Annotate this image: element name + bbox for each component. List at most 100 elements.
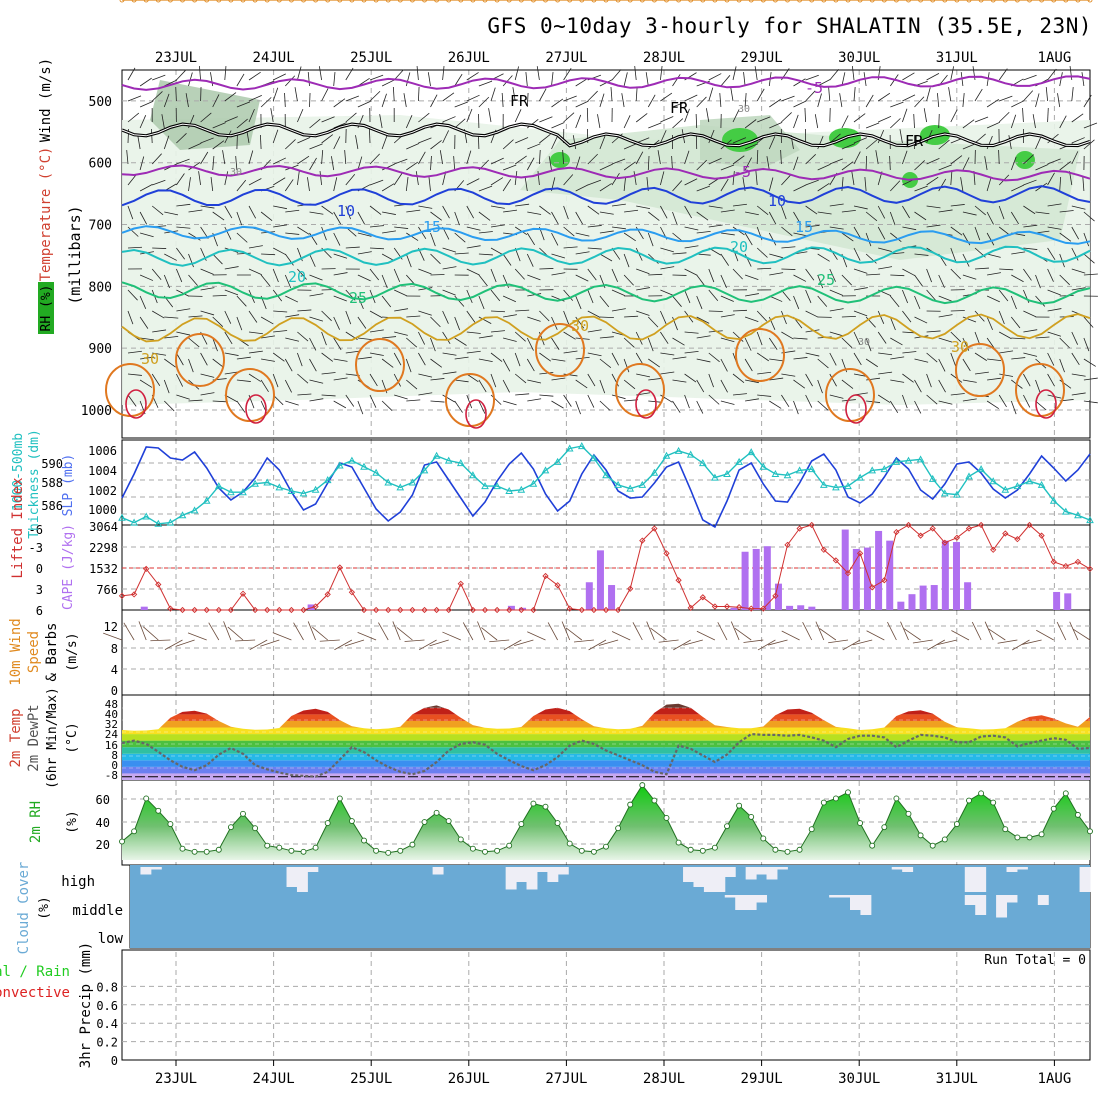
wind-barb: [781, 246, 796, 249]
wind-10m-barb: [357, 631, 377, 641]
wind-barb: [829, 308, 844, 312]
date-axis-top: 23JUL 24JUL 25JUL 26JUL 27JUL 28JUL 29JUL 30JUL…: [155, 50, 1071, 66]
wind-barb: [273, 157, 286, 165]
rh-point: [917, 832, 924, 839]
wind-barb: [212, 337, 218, 352]
wind-barb: [176, 352, 184, 366]
wind-barb: [1047, 133, 1059, 144]
wind-barb: [273, 310, 288, 313]
wind-barb: [575, 251, 590, 255]
wind-barb: [1011, 184, 1025, 192]
wind-barb: [199, 66, 201, 81]
wind-barb: [526, 337, 534, 351]
wind-barb: [394, 226, 409, 229]
wind-barb: [490, 205, 505, 209]
wind-speed-point: [1027, 0, 1032, 3]
cloud-clear-cell: [829, 895, 841, 898]
wind-barb: [236, 211, 243, 226]
wind-barb: [998, 149, 1000, 165]
wind-barb: [539, 150, 541, 165]
cape-bar: [1064, 593, 1072, 610]
wind-barb: [539, 88, 547, 102]
wind-barb: [222, 150, 226, 165]
chart-title: GFS 0~10day 3-hourly for SHALATIN (35.5E…: [487, 14, 1092, 38]
wind-barb: [696, 185, 710, 192]
wind-barb: [285, 400, 299, 406]
wind-barb: [478, 400, 486, 414]
wind-barb: [297, 352, 303, 367]
wind-barb: [369, 90, 381, 102]
wind-speed-point: [833, 0, 839, 3]
wind-barb: [176, 226, 191, 229]
wind-barb: [587, 153, 598, 165]
slp-tick-label: 1004: [88, 464, 117, 478]
thickness-point: [541, 466, 550, 474]
wind-barb: [865, 122, 880, 129]
wind-barb: [442, 394, 455, 403]
wind-barb: [756, 205, 769, 216]
cape-tick-label: 2298: [89, 541, 118, 555]
wind-barb: [415, 171, 419, 186]
wind-barb: [962, 316, 977, 323]
dewpoint-line: [121, 732, 1091, 778]
cloud-row-label-high: high: [61, 874, 95, 890]
wind-barb: [502, 274, 510, 289]
cloud-clear-cell: [286, 867, 298, 887]
rh-point: [615, 825, 622, 832]
wind-tick-label: 4: [111, 663, 118, 677]
wind-10m-barb: [743, 639, 764, 643]
thickness-point: [1037, 480, 1046, 488]
wind-barb: [744, 143, 759, 150]
lifted-index-point: [203, 606, 210, 614]
wind-speed-point: [252, 0, 258, 3]
wind-barb: [200, 352, 208, 366]
precip-panel: Run Total = 0 0.80.60.40.20: [96, 953, 1090, 1068]
rh-point: [554, 820, 561, 827]
wind-barb: [999, 268, 1014, 271]
wind-barb: [1011, 274, 1024, 283]
rh-point: [155, 807, 162, 814]
wind-barb: [756, 88, 765, 102]
wind-speed-point: [325, 0, 331, 3]
wind-barb: [899, 129, 903, 144]
wind-barb: [442, 266, 457, 270]
wind-barb: [1035, 93, 1040, 108]
wind-barb: [333, 358, 348, 362]
wind-barb: [248, 108, 255, 123]
wind-barb: [732, 203, 747, 207]
thickness-point: [481, 482, 489, 490]
wind-barb: [889, 400, 899, 414]
wind-barb: [720, 400, 735, 405]
wind-speed-point: [942, 0, 948, 3]
wind-barb: [285, 139, 296, 150]
wind-10m-barb: [319, 639, 340, 642]
pressure-tick-label: 500: [89, 95, 112, 110]
wind-speed-point: [1039, 0, 1045, 3]
wind-speed-point: [1063, 0, 1069, 3]
wind-barb: [382, 336, 397, 339]
wind-barb: [865, 232, 872, 247]
wind-speed-point: [664, 0, 669, 3]
wind-barb: [720, 209, 735, 213]
slp-tick-label: 1000: [88, 503, 117, 517]
wind-barb: [805, 373, 813, 387]
contour-label: 10: [337, 202, 355, 220]
wind-barb: [551, 253, 566, 259]
wind-10m-barb: [272, 632, 292, 641]
thickness-point: [892, 457, 901, 465]
lifted-index-point: [360, 606, 368, 614]
wind-barb: [260, 274, 271, 287]
wind-barb: [889, 211, 896, 226]
lifted-index-point: [869, 584, 876, 591]
wind-barb: [321, 205, 334, 215]
wind-barb: [200, 287, 215, 291]
wind-barb: [732, 66, 737, 81]
wind-barb: [756, 352, 769, 362]
contour-label: -5: [733, 163, 751, 181]
temp-tick-label: 24: [105, 728, 119, 741]
rh-point: [978, 790, 985, 797]
wind-barb: [732, 373, 745, 383]
wind-barb: [164, 400, 175, 412]
wind-barb: [1011, 337, 1026, 340]
lifted-index-point: [1062, 562, 1069, 570]
